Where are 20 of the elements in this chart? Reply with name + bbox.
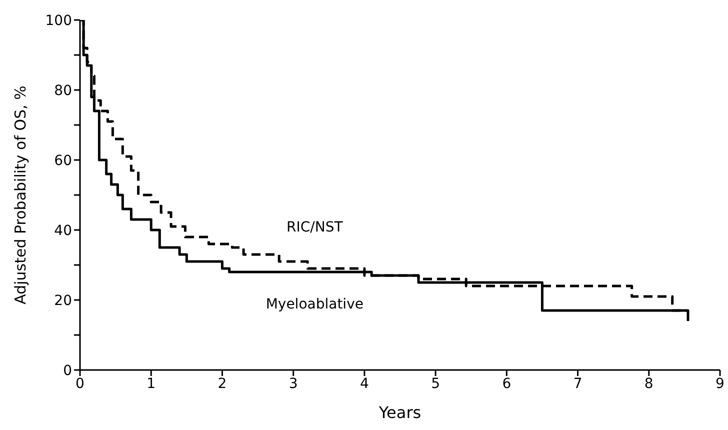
x-tick-label: 1 [146, 376, 156, 392]
series-label: Myeloablative [266, 296, 364, 312]
y-tick-label: 20 [54, 292, 72, 309]
y-tick-label: 0 [63, 362, 72, 379]
y-axis-title: Adjusted Probability of OS, % [11, 86, 30, 304]
x-tick-label: 3 [288, 376, 298, 392]
series-label: RIC/NST [286, 219, 344, 236]
y-tick-label: 80 [54, 82, 72, 99]
x-tick-label: 6 [502, 376, 512, 392]
x-tick-label: 0 [76, 376, 84, 392]
y-tick-label: 100 [45, 12, 72, 29]
x-tick-label: 9 [716, 376, 724, 392]
x-tick-label: 2 [218, 376, 227, 392]
x-tick-label: 8 [644, 376, 654, 392]
x-tick-label: 5 [431, 376, 440, 392]
x-axis-title: Years [378, 403, 422, 422]
x-tick-label: 4 [360, 376, 369, 392]
x-tick-label: 7 [573, 376, 582, 392]
y-tick-label: 60 [54, 152, 72, 169]
y-tick-label: 40 [54, 222, 72, 239]
